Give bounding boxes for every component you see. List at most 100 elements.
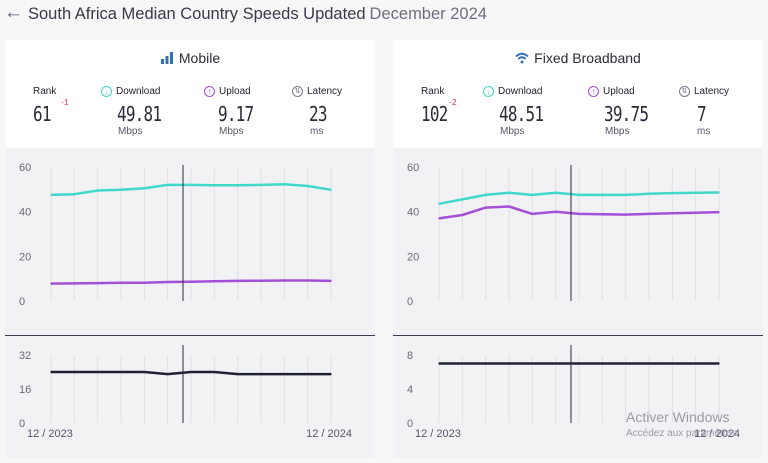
data-point-upload — [260, 279, 262, 282]
data-point-download — [438, 203, 440, 205]
data-point-download — [508, 191, 510, 194]
fixed-chart-area[interactable]: 0 20 40 60 0 4 8 12 / 2023 12 / 2024 — [393, 148, 763, 458]
latency-unit: ms — [697, 126, 711, 137]
mobile-chart-area[interactable]: 0 20 40 60 0 16 32 12 / 2023 12 / 2024 — [5, 148, 375, 458]
data-point-upload — [213, 280, 216, 283]
data-point-download — [624, 194, 627, 196]
data-point-download — [213, 184, 216, 187]
speed-y-tick-label: 20 — [407, 251, 419, 263]
rank-label: Rank — [33, 86, 57, 97]
data-point-latency — [306, 373, 309, 375]
data-point-download — [554, 191, 557, 194]
data-point-latency — [143, 371, 146, 373]
latency-label: Latency — [307, 86, 343, 97]
data-point-latency — [578, 362, 580, 365]
download-unit: Mbps — [500, 126, 525, 137]
download-value: 48.51 — [499, 102, 544, 126]
rank-change-badge: -1 — [61, 97, 69, 107]
upload-value: 39.75 — [604, 102, 649, 126]
data-point-upload — [50, 282, 52, 285]
data-point-upload — [461, 214, 464, 216]
data-point-upload — [96, 282, 99, 284]
data-point-latency — [73, 371, 76, 373]
data-point-upload — [330, 280, 332, 282]
upload-arrow-icon: ↑ — [588, 86, 599, 97]
data-point-download — [671, 192, 674, 194]
rank-value: 102 — [421, 102, 448, 126]
latency-label: Latency — [694, 86, 730, 97]
latency-y-tick-label: 0 — [407, 418, 413, 430]
data-point-latency — [330, 373, 332, 375]
data-point-upload — [190, 280, 192, 283]
panel-header: Mobile Rank 61 -1 ↓ Download 49.81 Mbps ↑… — [5, 40, 375, 148]
data-point-latency — [508, 362, 510, 365]
data-point-download — [694, 191, 697, 194]
data-point-download — [461, 198, 464, 201]
data-point-upload — [578, 213, 580, 215]
mobile-panel: Mobile Rank 61 -1 ↓ Download 49.81 Mbps ↑… — [5, 40, 375, 458]
latency-icon: ⇅ — [679, 86, 690, 97]
data-point-download — [50, 194, 52, 196]
upload-unit: Mbps — [605, 126, 630, 137]
data-point-download — [578, 194, 580, 196]
data-point-latency — [213, 371, 216, 373]
data-point-upload — [438, 217, 440, 220]
latency-y-tick-label: 8 — [407, 350, 413, 362]
data-point-latency — [50, 371, 52, 373]
data-point-latency — [236, 373, 239, 375]
data-point-download — [120, 188, 122, 191]
latency-unit: ms — [310, 126, 324, 137]
data-point-upload — [694, 211, 697, 214]
upload-value: 9.17 — [218, 102, 254, 126]
data-point-download — [306, 185, 309, 187]
upload-label: Upload — [219, 86, 251, 97]
data-point-download — [283, 183, 286, 185]
panel-title: Fixed Broadband — [393, 50, 763, 67]
data-point-latency — [648, 362, 650, 365]
data-point-upload — [283, 279, 286, 282]
data-point-download — [96, 189, 99, 192]
data-point-upload — [671, 212, 674, 215]
data-point-latency — [531, 362, 534, 365]
upload-stat: ↑ Upload 39.75 Mbps — [588, 86, 668, 137]
data-point-download — [166, 184, 169, 186]
latency-stat: ⇅ Latency 7 ms — [679, 86, 759, 137]
page-header: ← South Africa Median Country Speeds Upd… — [0, 0, 768, 30]
download-stat: ↓ Download 49.81 Mbps — [101, 86, 181, 137]
data-point-upload — [236, 280, 239, 282]
data-point-download — [236, 184, 239, 187]
data-point-download — [484, 194, 487, 196]
data-point-latency — [601, 362, 604, 365]
fixed-broadband-chart[interactable]: 0 20 40 60 0 4 8 12 / 2023 12 / 2024 — [393, 148, 763, 458]
data-point-latency — [166, 373, 169, 375]
title-date: December 2024 — [369, 5, 487, 23]
data-point-upload — [648, 213, 650, 215]
chart-divider — [5, 335, 375, 336]
data-point-latency — [694, 362, 697, 365]
page-title: South Africa Median Country Speeds Updat… — [28, 5, 487, 24]
x-axis-end-label: 12 / 2024 — [306, 428, 352, 440]
data-point-download — [601, 194, 604, 196]
speed-y-tick-label: 40 — [19, 207, 31, 219]
download-label: Download — [498, 86, 543, 97]
speed-y-tick-label: 20 — [19, 251, 31, 263]
data-point-upload — [601, 213, 604, 216]
latency-stat: ⇅ Latency 23 ms — [292, 86, 372, 137]
x-axis-end-label: 12 / 2024 — [694, 428, 740, 440]
data-point-latency — [461, 362, 464, 365]
data-point-latency — [554, 362, 557, 365]
speed-y-tick-label: 40 — [407, 207, 419, 219]
data-point-latency — [260, 373, 262, 375]
activation-watermark-title: Activer Windows — [626, 409, 730, 425]
activation-watermark-subtitle: Accédez aux paramètres — [626, 428, 737, 439]
mobile-chart[interactable]: 0 20 40 60 0 16 32 12 / 2023 12 / 2024 — [5, 148, 375, 458]
data-point-download — [260, 184, 262, 186]
panel-title: Mobile — [5, 50, 375, 67]
data-point-upload — [531, 213, 534, 215]
data-point-upload — [73, 282, 76, 285]
data-point-download — [190, 184, 192, 186]
rank-change-badge: -2 — [449, 97, 457, 107]
x-axis-start-label: 12 / 2023 — [27, 428, 73, 440]
signal-bars-icon — [160, 51, 174, 67]
back-arrow-icon[interactable]: ← — [4, 2, 23, 23]
